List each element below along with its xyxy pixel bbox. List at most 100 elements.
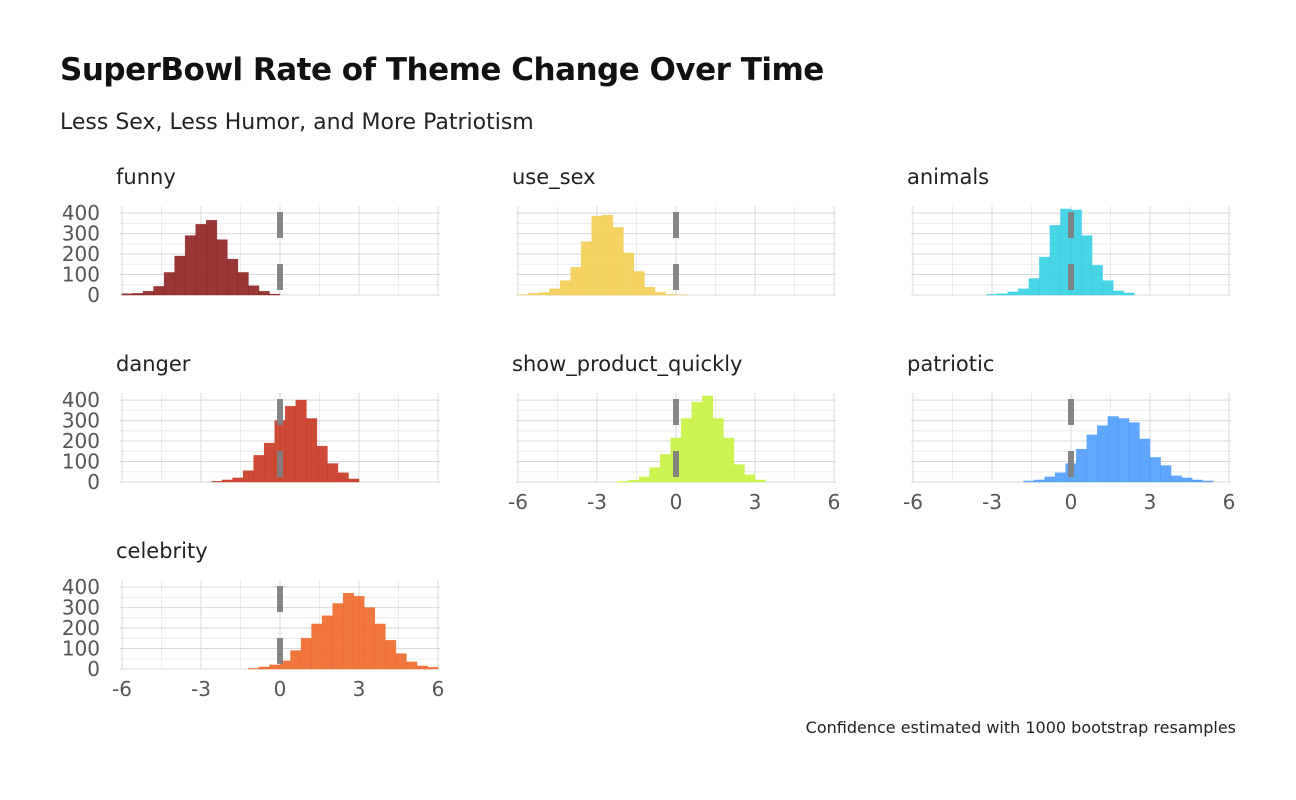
y-tick-label: 100 [62,637,100,661]
x-tick-label: 6 [828,490,841,514]
histogram-bar [327,463,339,483]
histogram-bar [163,272,175,296]
histogram-bar [132,293,144,296]
histogram-bar [269,293,281,296]
histogram-bar [628,480,640,483]
histogram-bar [427,667,439,670]
facet-title-funny: funny [116,165,176,189]
histogram-bar [221,479,233,483]
histogram-bar [242,470,254,483]
histogram-bar [290,650,302,670]
histogram-bar [680,418,693,483]
x-tick-label: -3 [982,490,1002,514]
histogram-bar [601,214,614,296]
histogram-bar [623,252,635,296]
y-tick-label: 400 [62,575,100,599]
x-tick-label: -3 [191,677,211,701]
histogram-bar [1028,278,1040,296]
histogram-bar [1112,290,1124,296]
y-tick-label: 0 [87,657,100,681]
histogram-bar [986,294,998,296]
chart-subtitle: Less Sex, Less Humor, and More Patriotis… [60,110,534,135]
x-tick-label: -3 [587,490,607,514]
histogram-bar [1091,265,1103,296]
histogram-bar [1191,479,1203,483]
histogram-bar [342,592,355,670]
histogram-bar [1123,292,1135,296]
histogram-bar [374,623,386,670]
x-tick-label: 0 [670,490,683,514]
histogram-bar [1023,480,1035,483]
histogram-bar [216,239,228,296]
facet-use_sex: use_sex [512,165,836,297]
x-tick-label: -6 [508,490,528,514]
histogram-bar [1044,476,1056,483]
histogram-bar [316,445,328,483]
x-tick-label: -6 [903,490,923,514]
histogram-bar [1054,472,1067,483]
histogram-bar [353,596,365,670]
facet-title-celebrity: celebrity [116,539,208,563]
histogram-bar [1097,425,1109,483]
histogram-bar [205,219,218,296]
x-tick-label: 0 [1065,490,1078,514]
histogram-bar [644,286,656,296]
histogram-bar [996,293,1009,296]
histogram-bar [284,405,297,483]
histogram-bar [754,479,766,483]
histogram-bar [416,665,428,670]
histogram-bar [580,241,593,296]
x-tick-label: 0 [274,677,287,701]
histogram-bar [195,224,207,296]
facet-patriotic: patriotic -6 -3 0 3 6 [903,352,1235,514]
histogram-bar [258,666,270,670]
histogram-bar [1128,422,1140,483]
histogram-bar [348,478,360,483]
histogram-bar [638,476,650,483]
histogram-bar [617,481,629,483]
histogram-bar [153,286,165,296]
x-tick-label: 3 [749,490,762,514]
histogram-bar [1049,225,1061,296]
histogram-bar [227,258,239,296]
histogram-bar [559,280,571,296]
histogram-bar [1160,465,1172,483]
histogram-bar [1007,291,1019,296]
y-tick-label: 200 [62,242,100,266]
histogram-bar [1033,479,1045,483]
histogram-bar [121,293,133,296]
histogram-bar [654,291,666,296]
y-tick-label: 200 [62,616,100,640]
histogram-bar [570,267,582,296]
histogram-bar [549,288,561,296]
histogram-bar [1086,434,1098,483]
histogram-bar [612,227,624,296]
histogram-bar [1118,418,1130,483]
y-tick-label: 300 [62,409,100,433]
histogram-bar [591,215,603,296]
facet-title-use_sex: use_sex [512,165,596,190]
histogram-bar [1018,288,1030,296]
histogram-bar [1075,448,1088,483]
histogram-bar [538,292,550,296]
facet-show_product_quickly: show_product_quickly -6 -3 0 3 6 [508,352,840,514]
x-tick-label: -6 [112,677,132,701]
chart-title: SuperBowl Rate of Theme Change Over Time [60,52,824,88]
y-tick-label: 100 [62,263,100,287]
histogram-bar [691,401,703,483]
histogram-bar [321,615,333,670]
histogram-bar [702,395,714,483]
histogram-bar [712,418,724,483]
y-tick-label: 400 [62,201,100,225]
x-tick-label: 3 [1144,490,1157,514]
facet-animals: animals [907,165,1231,297]
facet-title-animals: animals [907,165,989,189]
histogram-bar [311,623,323,670]
histogram-bar [1139,438,1151,483]
histogram-bar [633,271,645,296]
y-tick-label: 100 [62,450,100,474]
histogram-bar [300,637,312,670]
histogram-bar [142,291,154,296]
